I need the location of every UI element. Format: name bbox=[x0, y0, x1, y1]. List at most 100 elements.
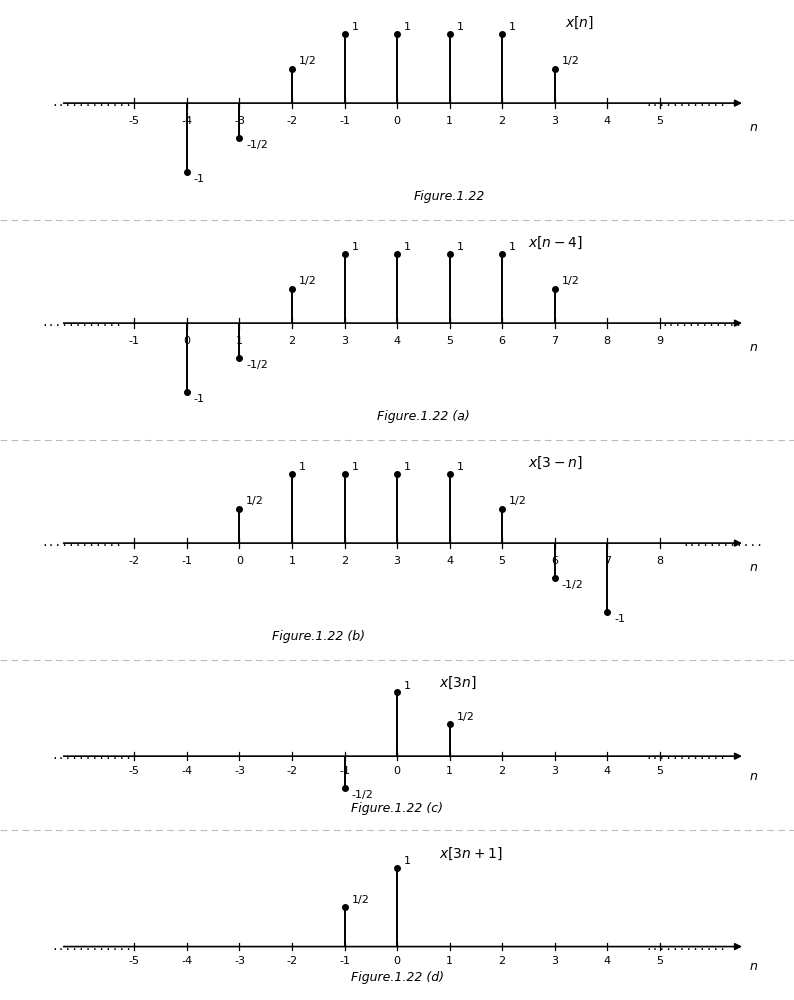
Text: 3: 3 bbox=[551, 116, 558, 126]
Text: 1/2: 1/2 bbox=[352, 895, 369, 905]
Text: 9: 9 bbox=[656, 336, 663, 346]
Text: $n$: $n$ bbox=[749, 121, 758, 134]
Text: Figure.1.22: Figure.1.22 bbox=[414, 190, 485, 203]
Text: 2: 2 bbox=[341, 556, 348, 566]
Text: $x[n]$: $x[n]$ bbox=[565, 15, 594, 31]
Text: $x[3n]$: $x[3n]$ bbox=[439, 674, 477, 691]
Text: 1: 1 bbox=[509, 22, 516, 32]
Text: -2: -2 bbox=[287, 766, 298, 776]
Text: -1: -1 bbox=[194, 394, 205, 404]
Text: 8: 8 bbox=[656, 556, 663, 566]
Text: -5: -5 bbox=[129, 956, 140, 966]
Text: ............: ............ bbox=[682, 538, 763, 548]
Text: -1: -1 bbox=[129, 336, 140, 346]
Text: 1: 1 bbox=[288, 556, 295, 566]
Text: -1/2: -1/2 bbox=[352, 790, 373, 800]
Text: 5: 5 bbox=[499, 556, 506, 566]
Text: 0: 0 bbox=[183, 336, 191, 346]
Text: -1: -1 bbox=[339, 766, 350, 776]
Text: ............: ............ bbox=[646, 751, 727, 761]
Text: 4: 4 bbox=[394, 336, 401, 346]
Text: $n$: $n$ bbox=[749, 770, 758, 783]
Text: -2: -2 bbox=[287, 116, 298, 126]
Text: 6: 6 bbox=[499, 336, 506, 346]
Text: 0: 0 bbox=[236, 556, 243, 566]
Text: Figure.1.22 (c): Figure.1.22 (c) bbox=[351, 802, 443, 815]
Text: 0: 0 bbox=[394, 116, 400, 126]
Text: $n$: $n$ bbox=[749, 960, 758, 973]
Text: 0: 0 bbox=[394, 956, 400, 966]
Text: ............: ............ bbox=[646, 942, 727, 952]
Text: -3: -3 bbox=[234, 766, 245, 776]
Text: -1: -1 bbox=[339, 116, 350, 126]
Text: 1/2: 1/2 bbox=[299, 56, 317, 66]
Text: 1/2: 1/2 bbox=[457, 712, 474, 722]
Text: 5: 5 bbox=[656, 766, 663, 776]
Text: 5: 5 bbox=[656, 116, 663, 126]
Text: -2: -2 bbox=[287, 956, 298, 966]
Text: -1/2: -1/2 bbox=[246, 360, 268, 370]
Text: 1: 1 bbox=[457, 462, 464, 472]
Text: 1: 1 bbox=[457, 242, 464, 252]
Text: -1: -1 bbox=[614, 614, 625, 624]
Text: 1: 1 bbox=[352, 462, 358, 472]
Text: 1: 1 bbox=[404, 462, 410, 472]
Text: ............: ............ bbox=[52, 751, 133, 761]
Text: 1: 1 bbox=[457, 22, 464, 32]
Text: 4: 4 bbox=[603, 766, 611, 776]
Text: 2: 2 bbox=[288, 336, 295, 346]
Text: ............: ............ bbox=[661, 318, 742, 328]
Text: 1/2: 1/2 bbox=[299, 276, 317, 286]
Text: -1: -1 bbox=[181, 556, 192, 566]
Text: 7: 7 bbox=[551, 336, 558, 346]
Text: 2: 2 bbox=[499, 766, 506, 776]
Text: $n$: $n$ bbox=[749, 341, 758, 354]
Text: 2: 2 bbox=[499, 956, 506, 966]
Text: -4: -4 bbox=[181, 766, 192, 776]
Text: -5: -5 bbox=[129, 766, 140, 776]
Text: 6: 6 bbox=[551, 556, 558, 566]
Text: 1/2: 1/2 bbox=[561, 56, 580, 66]
Text: ............: ............ bbox=[52, 942, 133, 952]
Text: 4: 4 bbox=[603, 956, 611, 966]
Text: 1: 1 bbox=[404, 242, 410, 252]
Text: 1: 1 bbox=[404, 681, 410, 691]
Text: 1/2: 1/2 bbox=[561, 276, 580, 286]
Text: 2: 2 bbox=[499, 116, 506, 126]
Text: 4: 4 bbox=[446, 556, 453, 566]
Text: 1: 1 bbox=[509, 242, 516, 252]
Text: Figure.1.22 (d): Figure.1.22 (d) bbox=[351, 971, 444, 984]
Text: ............: ............ bbox=[41, 538, 122, 548]
Text: 1: 1 bbox=[236, 336, 243, 346]
Text: $x[3n+1]$: $x[3n+1]$ bbox=[439, 846, 503, 862]
Text: 1/2: 1/2 bbox=[509, 496, 527, 506]
Text: -1/2: -1/2 bbox=[561, 580, 584, 590]
Text: 1: 1 bbox=[404, 856, 410, 866]
Text: 5: 5 bbox=[446, 336, 453, 346]
Text: -3: -3 bbox=[234, 956, 245, 966]
Text: -3: -3 bbox=[234, 116, 245, 126]
Text: -2: -2 bbox=[129, 556, 140, 566]
Text: -1/2: -1/2 bbox=[246, 140, 268, 150]
Text: -4: -4 bbox=[181, 116, 192, 126]
Text: 1: 1 bbox=[404, 22, 410, 32]
Text: 7: 7 bbox=[603, 556, 611, 566]
Text: 0: 0 bbox=[394, 766, 400, 776]
Text: Figure.1.22 (b): Figure.1.22 (b) bbox=[272, 630, 364, 643]
Text: 1: 1 bbox=[299, 462, 306, 472]
Text: 3: 3 bbox=[341, 336, 348, 346]
Text: -1: -1 bbox=[194, 174, 205, 184]
Text: -4: -4 bbox=[181, 956, 192, 966]
Text: 3: 3 bbox=[551, 766, 558, 776]
Text: 1: 1 bbox=[446, 766, 453, 776]
Text: 1: 1 bbox=[446, 116, 453, 126]
Text: 4: 4 bbox=[603, 116, 611, 126]
Text: ............: ............ bbox=[41, 318, 122, 328]
Text: -1: -1 bbox=[339, 956, 350, 966]
Text: 1/2: 1/2 bbox=[246, 496, 264, 506]
Text: ............: ............ bbox=[52, 98, 133, 108]
Text: ............: ............ bbox=[646, 98, 727, 108]
Text: $x[n-4]$: $x[n-4]$ bbox=[528, 235, 584, 251]
Text: 3: 3 bbox=[551, 956, 558, 966]
Text: 3: 3 bbox=[394, 556, 400, 566]
